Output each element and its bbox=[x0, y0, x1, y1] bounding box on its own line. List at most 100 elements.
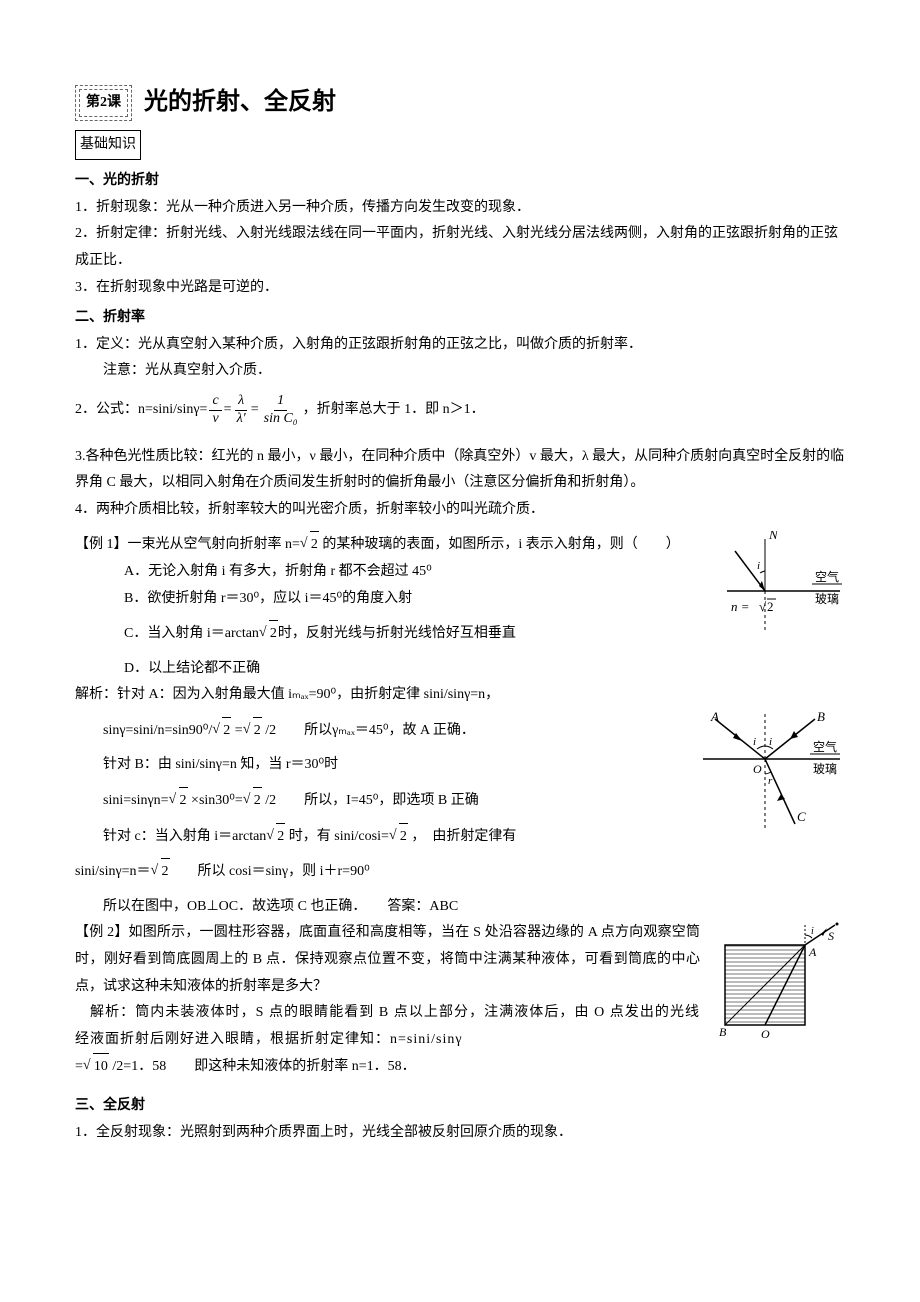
ex2-p3-prefix: = bbox=[75, 1059, 83, 1074]
sqrt2-b: 2 bbox=[259, 620, 278, 648]
fig2-C: C bbox=[797, 809, 806, 824]
sqrt2-val-i: 2 bbox=[161, 858, 170, 886]
frac-lambda: λ λ′ bbox=[234, 393, 249, 428]
formula-prefix: 2．公式：n=sini/sinγ bbox=[75, 397, 200, 424]
fig2-air: 空气 bbox=[813, 739, 837, 754]
eq3: = bbox=[251, 397, 259, 424]
section-2-heading: 二、折射率 bbox=[75, 305, 845, 332]
example-1-heading: 【例 1】一束光从空气射向折射率 n=2 的某种玻璃的表面，如图所示，i 表示入… bbox=[75, 531, 700, 559]
sqrt2-f: 2 bbox=[243, 787, 262, 815]
ex1-A1-p: sinγ=sini/n=sin90⁰/ bbox=[103, 723, 212, 738]
fig2-A: A bbox=[710, 709, 719, 724]
fig2-B: B bbox=[817, 709, 825, 724]
ex1-D-s: 所以 cosi＝sinγ，则 i＋r=90⁰ bbox=[170, 864, 370, 879]
ex1-D-p: sini/sinγ=n＝ bbox=[75, 864, 151, 879]
figure-1: N i 空气 玻璃 n = √ 2 bbox=[715, 531, 845, 641]
ex1-C-s: ， 由折射定律有 bbox=[408, 829, 517, 844]
frac-sinc0: sin C₀ bbox=[261, 411, 301, 428]
ex1-optC-suffix: 时，反射光线与折射光线恰好互相垂直 bbox=[278, 626, 516, 641]
lesson-number-box: 第2课 bbox=[75, 85, 132, 122]
ex1-optD: D．以上结论都不正确 bbox=[75, 656, 700, 683]
sqrt2-c: 2 bbox=[212, 717, 231, 745]
fig2-i2: i bbox=[769, 736, 772, 748]
sqrt2-e: 2 bbox=[169, 787, 188, 815]
example-1-header-row: 【例 1】一束光从空气射向折射率 n=2 的某种玻璃的表面，如图所示，i 表示入… bbox=[75, 531, 845, 682]
refraction-formula: 2．公式：n=sini/sinγ = c v = λ λ′ = 1 sin C₀… bbox=[75, 393, 845, 428]
fig2-i1: i bbox=[753, 736, 756, 748]
ex1-optC: C．当入射角 i＝arctan 2时，反射光线与折射光线恰好互相垂直 bbox=[75, 620, 700, 648]
s1-item1: 1．折射现象：光从一种介质进入另一种介质，传播方向发生改变的现象． bbox=[75, 195, 845, 222]
frac-1: 1 bbox=[274, 393, 287, 411]
section-3-heading: 三、全反射 bbox=[75, 1093, 845, 1120]
ex1-lineD: sini/sinγ=n＝ 2 所以 cosi＝sinγ，则 i＋r=90⁰ bbox=[75, 858, 845, 886]
example-2-row: 【例 2】如图所示，一圆柱形容器，底面直径和高度相等，当在 S 处沿容器边缘的 … bbox=[75, 920, 845, 1053]
ex1-lineB: 针对 B：由 sini/sinγ=n 知，当 r＝30⁰时 bbox=[75, 752, 680, 779]
ex2-p1: 【例 2】如图所示，一圆柱形容器，底面直径和高度相等，当在 S 处沿容器边缘的 … bbox=[75, 920, 700, 1000]
s2-note1: 注意：光从真空射入介质． bbox=[75, 358, 845, 385]
frac-sinc: 1 sin C₀ bbox=[261, 393, 301, 428]
fig1-n-val: 2 bbox=[767, 599, 774, 614]
frac-lambda-d: λ′ bbox=[234, 411, 249, 428]
fig1-air: 空气 bbox=[815, 569, 839, 584]
lesson-header: 第2课 光的折射、全反射 bbox=[75, 80, 845, 126]
sqrt2-val-g: 2 bbox=[276, 823, 285, 851]
sqrt10: 10 bbox=[83, 1053, 109, 1081]
fig3-i: i bbox=[811, 926, 814, 937]
sqrt10-val: 10 bbox=[93, 1053, 109, 1081]
sqrt2-val-h: 2 bbox=[399, 823, 408, 851]
sqrt2-val-b: 2 bbox=[269, 620, 278, 648]
fig3-A: A bbox=[808, 945, 817, 959]
ex1-lineB2: sini=sinγn=2 ×sin30⁰=2 /2 所以，I=45⁰，即选项 B… bbox=[75, 787, 680, 815]
fig1-N: N bbox=[768, 531, 779, 542]
frac-c: c bbox=[209, 393, 221, 411]
fig3-B: B bbox=[719, 1025, 727, 1039]
ex2-p3: =10 /2=1．58 即这种未知液体的折射率 n=1．58． bbox=[75, 1053, 845, 1081]
sqrt2-a: 2 bbox=[300, 531, 319, 559]
lesson-number: 第2课 bbox=[86, 95, 121, 110]
s2-item4: 4．两种介质相比较，折射率较大的叫光密介质，折射率较小的叫光疏介质． bbox=[75, 497, 845, 524]
sqrt2-val-d: 2 bbox=[253, 717, 262, 745]
ex1-analysis-head: 解析：针对 A：因为入射角最大值 iₘₐₓ=90⁰，由折射定律 sini/sin… bbox=[75, 682, 845, 709]
s1-item2: 2．折射定律：折射光线、入射光线跟法线在同一平面内，折射光线、入射光线分居法线两… bbox=[75, 221, 845, 274]
ex1-B2-s: /2 所以，I=45⁰，即选项 B 正确 bbox=[262, 793, 479, 808]
ex1-optA: A．无论入射角 i 有多大，折射角 r 都不会超过 45⁰ bbox=[75, 559, 700, 586]
fig2-glass: 玻璃 bbox=[813, 762, 837, 776]
s2-item1: 1．定义：光从真空射入某种介质，入射角的正弦跟折射角的正弦之比，叫做介质的折射率… bbox=[75, 332, 845, 359]
fig1-n-prefix: n = bbox=[731, 599, 750, 614]
frac-v: v bbox=[209, 411, 221, 428]
s2-item3: 3.各种色光性质比较：红光的 n 最小，ν 最小，在同种介质中（除真空外）v 最… bbox=[75, 444, 845, 497]
ex1-C-m: 时，有 sini/cosi= bbox=[285, 829, 389, 844]
figure-3: S A B O i bbox=[715, 920, 845, 1040]
sqrt2-val-e: 2 bbox=[179, 787, 188, 815]
ex1-A1-m: = bbox=[231, 723, 242, 738]
ex1-optC-prefix: C．当入射角 i＝arctan bbox=[124, 626, 259, 641]
fig1-glass: 玻璃 bbox=[815, 592, 839, 606]
sqrt2-val-c: 2 bbox=[222, 717, 231, 745]
ex1-lineE: 所以在图中，OB⊥OC．故选项 C 也正确． 答案：ABC bbox=[75, 894, 845, 921]
eq1: = bbox=[200, 397, 208, 424]
sqrt2-g: 2 bbox=[266, 823, 285, 851]
ex1-C-p: 针对 c：当入射角 i＝arctan bbox=[103, 829, 266, 844]
figure-2: A B O C i i r 空气 玻璃 bbox=[695, 709, 845, 839]
sqrt2-d: 2 bbox=[243, 717, 262, 745]
formula-suffix: ，折射率总大于 1．即 n＞1． bbox=[303, 397, 485, 424]
fig3-S: S bbox=[828, 929, 834, 943]
fig2-O: O bbox=[753, 762, 762, 776]
ex1-B2-p: sini=sinγn= bbox=[103, 793, 169, 808]
page-title: 光的折射、全反射 bbox=[144, 80, 336, 126]
sqrt2-val-f: 2 bbox=[253, 787, 262, 815]
sqrt2-h: 2 bbox=[389, 823, 408, 851]
basics-label: 基础知识 bbox=[75, 130, 141, 161]
ex1-heading-suffix: 的某种玻璃的表面，如图所示，i 表示入射角，则（ ） bbox=[319, 537, 680, 552]
ex1-optB: B．欲使折射角 r＝30⁰，应以 i＝45⁰的角度入射 bbox=[75, 586, 700, 613]
frac-c-v: c v bbox=[209, 393, 221, 428]
ex1-B2-m: ×sin30⁰= bbox=[188, 793, 243, 808]
s1-item3: 3．在折射现象中光路是可逆的． bbox=[75, 275, 845, 302]
sqrt2-val-a: 2 bbox=[310, 531, 319, 559]
example-1-analysis-row: sinγ=sini/n=sin90⁰/2 =2 /2 所以γₘₐₓ＝45⁰，故 … bbox=[75, 709, 845, 850]
fig3-O: O bbox=[761, 1027, 770, 1040]
section-1-heading: 一、光的折射 bbox=[75, 168, 845, 195]
ex1-lineA1: sinγ=sini/n=sin90⁰/2 =2 /2 所以γₘₐₓ＝45⁰，故 … bbox=[75, 717, 680, 745]
ex2-p2: 解析：筒内未装液体时，S 点的眼睛能看到 B 点以上部分，注满液体后，由 O 点… bbox=[75, 1000, 700, 1053]
fig2-r: r bbox=[768, 775, 773, 787]
